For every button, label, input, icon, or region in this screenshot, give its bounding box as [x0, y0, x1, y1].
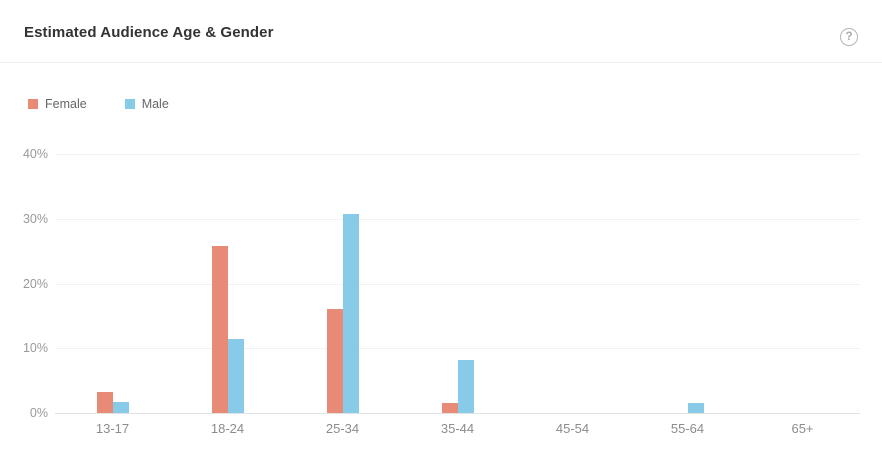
x-axis-label: 25-34	[325, 421, 360, 436]
x-axis-label: 65+	[791, 421, 814, 436]
bar-male-18-24[interactable]	[227, 339, 244, 413]
legend-item-male[interactable]: Male	[124, 97, 169, 111]
header-divider	[0, 62, 882, 63]
x-axis-line	[55, 413, 860, 414]
y-axis-label: 20%	[22, 276, 48, 291]
x-axis-label: 13-17	[95, 421, 130, 436]
chart-header: Estimated Audience Age & Gender ?	[0, 0, 882, 62]
legend-swatch-female	[28, 99, 38, 109]
x-axis-label: 45-54	[555, 421, 590, 436]
y-axis-label: 10%	[22, 341, 48, 356]
page-title: Estimated Audience Age & Gender	[24, 24, 274, 41]
x-axis-label: 35-44	[440, 421, 475, 436]
bar-male-13-17[interactable]	[112, 401, 129, 413]
bar-female-18-24[interactable]	[211, 245, 228, 413]
y-axis-label: 0%	[29, 406, 48, 420]
bar-female-35-44[interactable]	[441, 402, 458, 413]
gridline	[55, 154, 860, 155]
bar-male-25-34[interactable]	[342, 214, 359, 413]
chart-legend: Female Male	[28, 97, 169, 111]
x-axis-label: 55-64	[670, 421, 705, 436]
question-mark-glyph: ?	[845, 31, 853, 43]
gridline	[55, 218, 860, 220]
help-icon[interactable]: ?	[840, 28, 858, 46]
bar-female-25-34[interactable]	[326, 308, 343, 413]
gridline	[55, 348, 860, 350]
y-axis-label: 40%	[22, 147, 48, 161]
legend-label: Female	[45, 97, 87, 111]
x-axis-label: 18-24	[210, 421, 245, 436]
bar-male-55-64[interactable]	[687, 402, 704, 413]
gridline	[55, 283, 860, 285]
legend-item-female[interactable]: Female	[28, 97, 87, 111]
legend-swatch-male	[124, 99, 135, 109]
bar-female-13-17[interactable]	[96, 391, 113, 413]
y-axis-label: 30%	[22, 211, 48, 226]
bar-male-35-44[interactable]	[457, 359, 474, 413]
legend-label: Male	[141, 97, 169, 111]
